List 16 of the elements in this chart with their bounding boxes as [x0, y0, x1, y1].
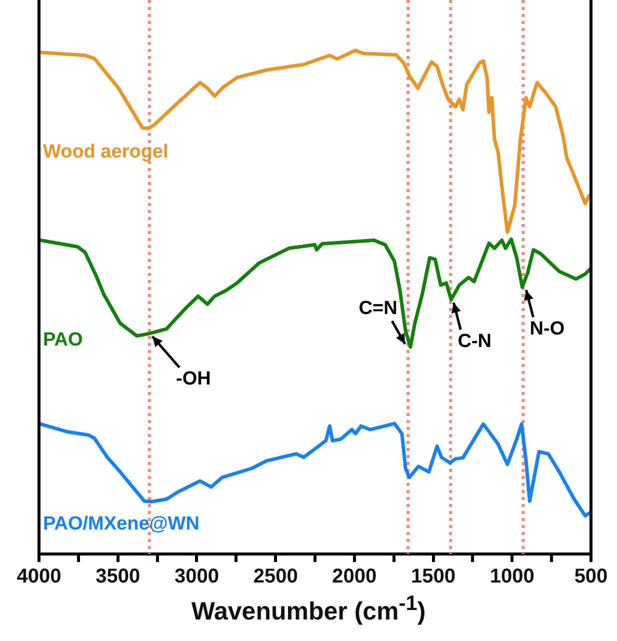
- series-label: PAO/MXene@WN: [43, 513, 200, 534]
- x-tick-label: 1000: [490, 566, 534, 588]
- annotation: C-N: [458, 330, 492, 352]
- annotation: -OH: [176, 368, 211, 390]
- x-tick-label: 2000: [332, 566, 377, 588]
- annotation: C=N: [358, 298, 398, 320]
- series-label: PAO: [43, 329, 83, 350]
- x-tick-label: 3500: [96, 566, 140, 588]
- x-tick-label: 1500: [411, 566, 456, 588]
- x-tick-label: 2500: [253, 566, 298, 588]
- x-tick-label: 4000: [16, 566, 62, 588]
- x-axis-title: Wavenumber (cm$^{-1}$): [190, 592, 427, 626]
- series-label: Wood aerogel: [43, 142, 168, 163]
- annotation: N-O: [530, 318, 565, 340]
- x-tick-label: 3000: [174, 566, 219, 588]
- x-tick-label: 500: [574, 566, 608, 588]
